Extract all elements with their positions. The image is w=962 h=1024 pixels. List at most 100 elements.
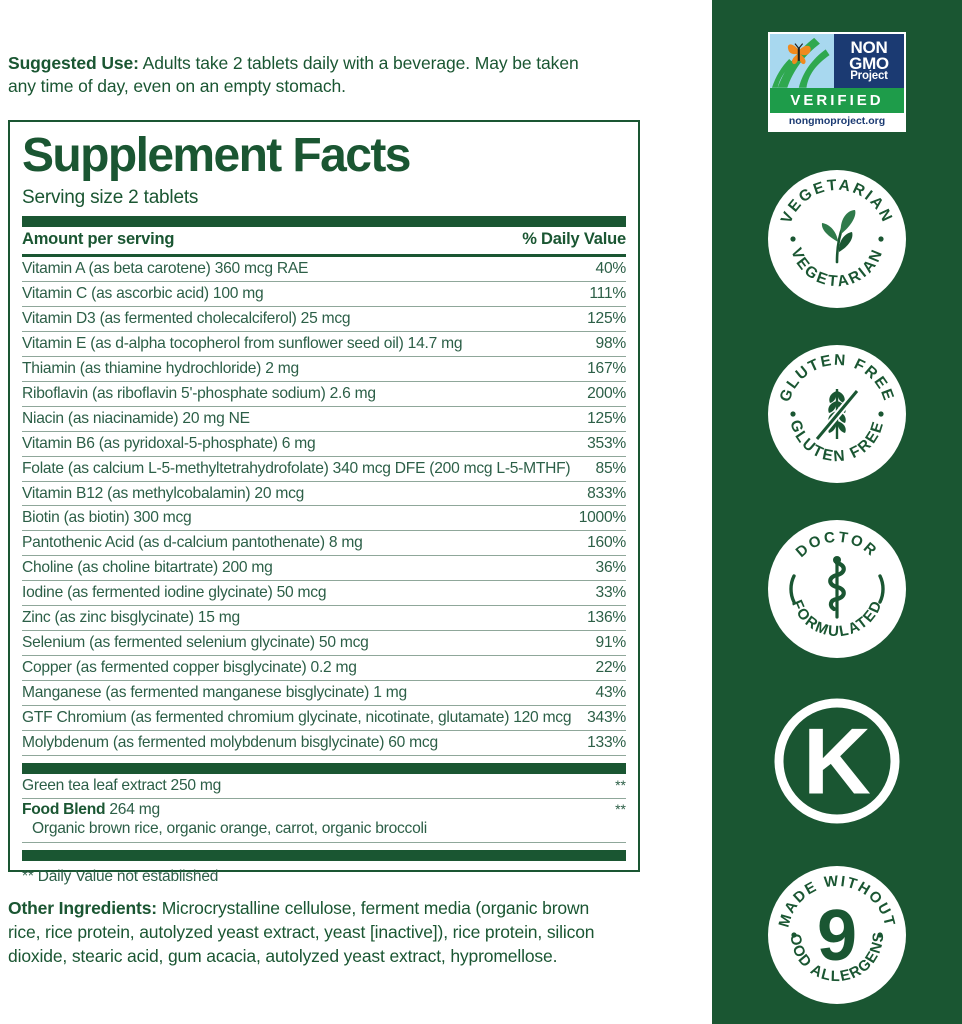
nutrient-name: Riboflavin (as riboflavin 5'-phosphate s… [22,384,376,402]
non-gmo-url: nongmoproject.org [770,112,904,130]
nutrient-name: Iodine (as fermented iodine glycinate) 5… [22,584,327,602]
table-row: Vitamin B12 (as methylcobalamin) 20 mcg 8… [22,482,626,507]
table-row: Copper (as fermented copper bisglycinate… [22,656,627,682]
nutrient-daily-value: 125% [587,409,626,427]
table-row: Biotin (as biotin) 300 mcg 1000% [22,506,627,532]
table-column-headers: Amount per serving % Daily Value [22,227,626,252]
doctor-formulated-badge: DOCTOR FORMULATED [768,520,906,658]
nutrient-name: Biotin (as biotin) 300 mcg [22,509,192,527]
table-row: Thiamin (as thiamine hydrochloride) 2 mg… [22,357,626,382]
table-row: Folate (as calcium L-5-methyltetrahydrof… [22,457,626,482]
table-row: Pantothenic Acid (as d-calcium pantothen… [22,531,626,557]
certification-badge-panel: NON GMO Project VERIFIED nongmoproject.o… [712,0,962,1024]
nutrient-daily-value: 22% [595,659,627,677]
supplement-facts-panel: Supplement Facts Serving size 2 tablets … [8,120,640,885]
nutrient-daily-value: 343% [587,709,626,727]
table-row: Vitamin B6 (as pyridoxal-5-phosphate) 6 … [22,432,626,457]
nutrient-name: Molybdenum (as fermented molybdenum bisg… [22,734,438,752]
table-row: Iodine (as fermented iodine glycinate) 5… [22,581,627,607]
nutrient-daily-value: 111% [589,284,626,302]
crossed-wheat-icon [814,388,860,442]
divider-thick-top [22,215,626,227]
nutrient-name: Choline (as choline bitartrate) 200 mg [22,559,273,577]
nutrient-name: Folate (as calcium L-5-methyltetrahydrof… [22,459,571,477]
number-nine-icon: 9 [817,896,857,976]
nutrient-daily-value: 91% [595,634,627,652]
extra-ingredient-name: Green tea leaf extract 250 mg [22,777,222,795]
table-row: Zinc (as zinc bisglycinate) 15 mg 136% [22,606,626,632]
food-blend-sub-ingredients: Organic brown rice, organic orange, carr… [32,819,427,837]
food-blend-amount: 264 mg [105,800,160,818]
nutrient-daily-value: 40% [595,259,627,277]
suggested-use-paragraph: Suggested Use: Adults take 2 tablets dai… [8,52,604,98]
table-row: GTF Chromium (as fermented chromium glyc… [22,706,626,732]
nutrient-name: Pantothenic Acid (as d-calcium pantothen… [22,534,363,552]
non-gmo-verified-banner: VERIFIED [770,87,904,113]
label-content-column: Suggested Use: Adults take 2 tablets dai… [8,52,640,968]
kosher-certification-badge: K [768,692,906,835]
table-row: Selenium (as fermented selenium glycinat… [22,631,627,657]
nutrient-name: Niacin (as niacinamide) 20 mg NE [22,409,250,427]
table-row: Manganese (as fermented manganese bisgly… [22,681,627,707]
nutrient-name: Manganese (as fermented manganese bisgly… [22,684,407,702]
nutrient-daily-value: 33% [595,584,627,602]
nutrient-name: Vitamin B6 (as pyridoxal-5-phosphate) 6 … [22,434,316,452]
table-row: Vitamin C (as ascorbic acid) 100 mg 111% [22,282,626,307]
nutrient-daily-value: 160% [587,534,626,552]
nutrient-daily-value: 125% [587,309,626,327]
table-row: Green tea leaf extract 250 mg ** [22,774,626,799]
nutrient-daily-value: 85% [595,459,627,477]
vegetarian-text-top: VEGETARIAN [778,177,896,226]
column-header-amount: Amount per serving [22,229,175,248]
non-gmo-text-block: NON GMO Project [834,34,904,88]
daily-value-footnote: ** Daily Value not established [22,868,219,886]
other-ingredients-text: Microcrystalline cellulose, ferment medi… [8,898,595,967]
table-row: Niacin (as niacinamide) 20 mg NE 125% [22,407,626,432]
other-ingredients-paragraph: Other Ingredients: Microcrystalline cell… [8,896,608,968]
nutrient-name: Vitamin D3 (as fermented cholecalciferol… [22,309,351,327]
non-gmo-project-verified-badge: NON GMO Project VERIFIED nongmoproject.o… [768,32,906,132]
made-without-allergens-badge: MADE WITHOUT FOOD ALLERGENS* 9 [768,866,906,1004]
nutrient-daily-value: 167% [587,359,626,377]
circled-k-icon [774,698,900,824]
serving-size-text: Serving size 2 tablets [22,186,199,208]
nutrient-daily-value: 833% [587,484,626,502]
divider-thick-mid [22,763,626,775]
table-row: Molybdenum (as fermented molybdenum bisg… [22,731,626,757]
nutrient-daily-value: 36% [595,559,627,577]
nutrient-name: Thiamin (as thiamine hydrochloride) 2 mg [22,359,299,377]
nutrient-daily-value: 200% [587,384,626,402]
page-title: Supplement Facts [22,129,411,182]
nutrient-name: Vitamin E (as d-alpha tocopherol from su… [22,334,463,352]
non-gmo-line-gmo: GMO [849,53,889,73]
food-blend-name-bold: Food Blend [22,800,106,818]
nutrient-daily-value: 353% [587,434,626,452]
nutrient-daily-value: 43% [595,684,627,702]
nutrient-daily-value: 133% [587,734,626,752]
nutrient-daily-value: 1000% [578,509,627,527]
divider-thin-under-headers [22,253,626,257]
nutrient-name: Vitamin B12 (as methylcobalamin) 20 mcg [22,484,305,502]
table-row: Vitamin D3 (as fermented cholecalciferol… [22,307,626,332]
nutrient-name: GTF Chromium (as fermented chromium glyc… [22,709,572,727]
nutrient-daily-value: 136% [587,609,626,627]
nutrient-name: Selenium (as fermented selenium glycinat… [22,634,369,652]
butterfly-grass-icon [770,34,834,88]
other-ingredients-label: Other Ingredients: [8,898,157,918]
nutrient-name: Vitamin A (as beta carotene) 360 mcg RAE [22,259,309,277]
gluten-free-badge: GLUTEN FREE GLUTEN FREE [768,345,906,483]
nutrient-name: Copper (as fermented copper bisglycinate… [22,659,357,677]
divider-thick-bottom [22,850,626,862]
food-blend-row: Food Blend 264 mg ** Organic brown rice,… [22,799,626,844]
column-header-daily-value: % Daily Value [522,229,626,248]
kosher-letter: K [803,709,871,814]
nutrient-table: Vitamin A (as beta carotene) 360 mcg RAE… [22,257,627,757]
non-gmo-line-project: Project [850,70,888,83]
table-row: Vitamin A (as beta carotene) 360 mcg RAE… [22,257,626,282]
table-row: Choline (as choline bitartrate) 200 mg 36… [22,556,627,582]
food-blend-dv: ** [615,800,626,817]
extras-table: Green tea leaf extract 250 mg ** [22,774,626,799]
food-blend-name: Food Blend 264 mg [22,801,160,819]
vegetarian-badge: VEGETARIAN VEGETARIAN [768,170,906,308]
